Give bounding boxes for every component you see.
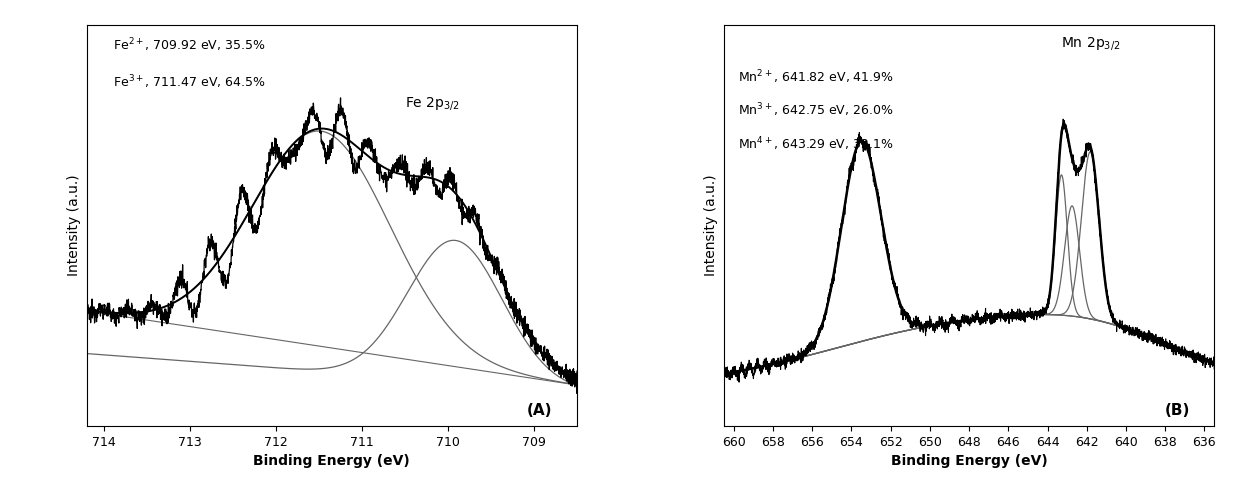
- X-axis label: Binding Energy (eV): Binding Energy (eV): [891, 454, 1047, 468]
- Text: (B): (B): [1165, 403, 1189, 418]
- X-axis label: Binding Energy (eV): Binding Energy (eV): [254, 454, 410, 468]
- Text: Mn$^{2+}$, 641.82 eV, 41.9%: Mn$^{2+}$, 641.82 eV, 41.9%: [737, 69, 893, 86]
- Text: Mn$^{4+}$, 643.29 eV, 32.1%: Mn$^{4+}$, 643.29 eV, 32.1%: [737, 135, 893, 153]
- Text: (A): (A): [527, 403, 553, 418]
- Text: Fe$^{3+}$, 711.47 eV, 64.5%: Fe$^{3+}$, 711.47 eV, 64.5%: [113, 73, 265, 91]
- Text: Fe 2p$_{3/2}$: Fe 2p$_{3/2}$: [405, 95, 460, 112]
- Y-axis label: Intensity (a.u.): Intensity (a.u.): [67, 175, 82, 276]
- Y-axis label: Intensity (a.u.): Intensity (a.u.): [705, 175, 719, 276]
- Text: Mn$^{3+}$, 642.75 eV, 26.0%: Mn$^{3+}$, 642.75 eV, 26.0%: [737, 102, 893, 119]
- Text: Fe$^{2+}$, 709.92 eV, 35.5%: Fe$^{2+}$, 709.92 eV, 35.5%: [113, 36, 265, 54]
- Text: Mn 2p$_{3/2}$: Mn 2p$_{3/2}$: [1061, 35, 1120, 52]
